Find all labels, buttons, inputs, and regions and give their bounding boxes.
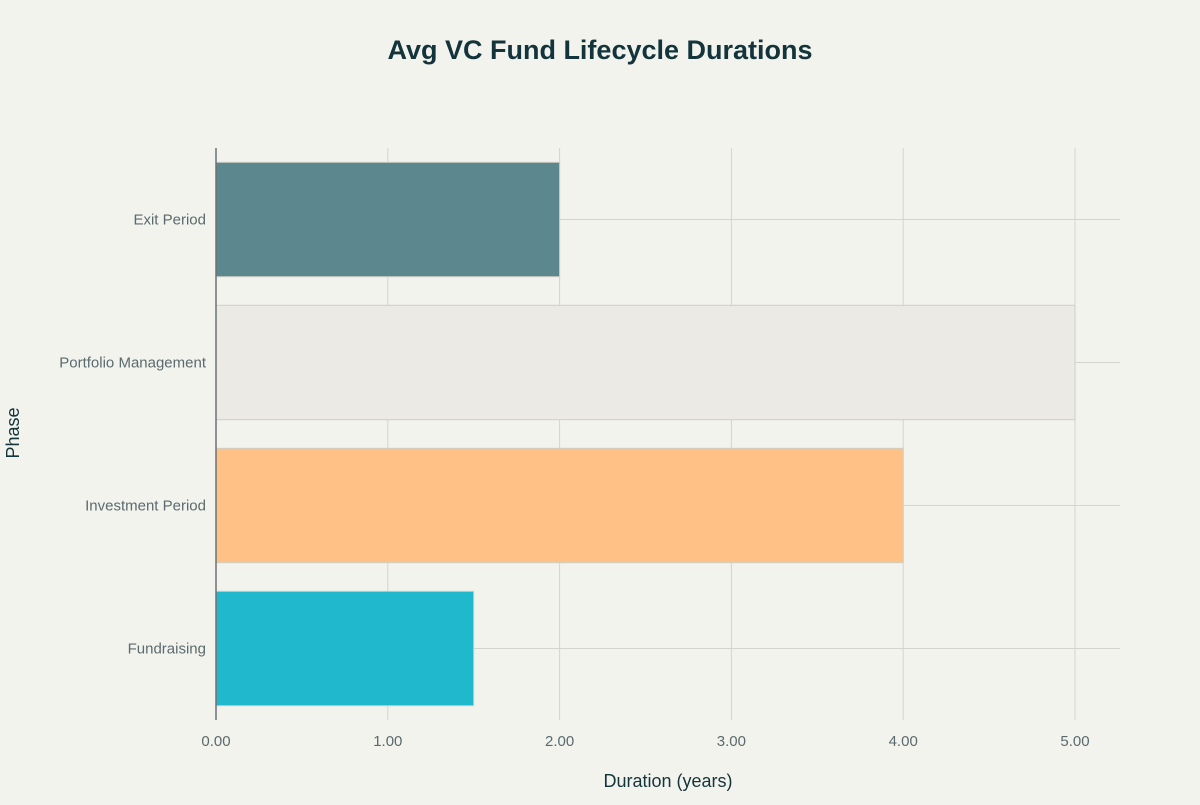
x-tick-label: 1.00 xyxy=(373,733,402,750)
y-axis-title: Phase xyxy=(3,407,23,458)
bar-portfolio-management xyxy=(215,304,1076,421)
bar-exit-period xyxy=(215,161,561,278)
chart-title: Avg VC Fund Lifecycle Durations xyxy=(387,35,812,65)
x-axis-title: Duration (years) xyxy=(603,771,732,791)
y-tick-label: Exit Period xyxy=(133,212,206,229)
bars xyxy=(215,161,1076,707)
x-tick-label: 0.00 xyxy=(201,733,230,750)
x-tick-label: 2.00 xyxy=(545,733,574,750)
y-tick-label: Fundraising xyxy=(128,641,206,658)
y-tick-label: Investment Period xyxy=(85,498,206,515)
x-tick-label: 4.00 xyxy=(889,733,918,750)
bar-investment-period xyxy=(215,447,904,564)
y-tick-label: Portfolio Management xyxy=(59,355,207,372)
axes: 0.00 1.00 2.00 3.00 4.00 5.00 Fundraising Inves… xyxy=(59,148,1090,750)
x-tick-label: 3.00 xyxy=(717,733,746,750)
x-tick-label: 5.00 xyxy=(1060,733,1089,750)
bar-fundraising xyxy=(215,590,475,707)
